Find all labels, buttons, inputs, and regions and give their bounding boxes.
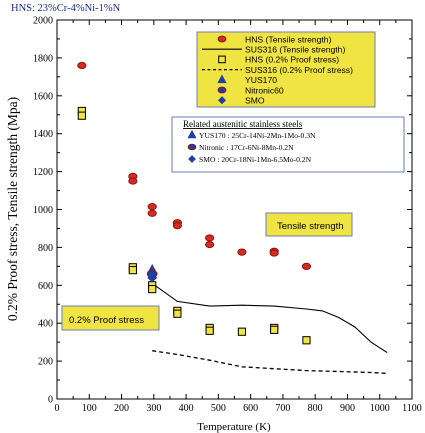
y-tick-label: 1200 (33, 167, 53, 178)
legend-swatch-triangle (217, 74, 227, 84)
data-point-square (270, 325, 279, 334)
legend-swatch-circle (217, 86, 227, 94)
y-tick-label: 1000 (33, 205, 53, 216)
data-point-circle (172, 222, 182, 230)
legend-swatch-circle (217, 35, 227, 43)
legend-label: YUS170 (245, 75, 277, 85)
data-point-circle (237, 248, 247, 256)
series-lines (151, 282, 388, 375)
data-point-circle (205, 234, 215, 242)
y-tick-label: 1400 (33, 129, 53, 140)
y-tick-label: 200 (38, 357, 53, 368)
related-swatch-circle (187, 143, 197, 151)
annotation-proof-label: 0.2% Proof stress (69, 315, 144, 326)
x-tick-label: 0 (55, 403, 60, 414)
data-point-diamond (147, 272, 158, 283)
related-swatch-triangle (187, 129, 197, 139)
legend-label: SUS316 (0.2% Proof stress) (245, 65, 353, 75)
data-point-square (302, 336, 311, 345)
series-markers (77, 61, 312, 345)
data-point-square (128, 266, 137, 275)
series-line-1 (151, 282, 388, 354)
related-item-label: YUS170 : 25Cr-14Ni-2Mn-1Mo-0.3N (199, 131, 316, 140)
data-point-circle (301, 262, 312, 270)
y-tick-label: 2000 (33, 16, 53, 27)
data-point-circle (147, 209, 157, 217)
legend-label: Nitronic60 (245, 85, 284, 95)
annotation-tensile: Tensile strength (265, 212, 353, 237)
legend-label: HNS (Tensile strength) (245, 34, 332, 44)
legend-swatch-square (218, 55, 226, 64)
x-tick-label: 100 (82, 403, 97, 414)
data-point-circle (128, 177, 138, 185)
data-point-square (148, 284, 157, 294)
data-point-circle (77, 61, 87, 70)
x-tick-label: 800 (308, 403, 323, 414)
x-tick-label: 300 (146, 403, 161, 414)
y-tick-label: 600 (38, 281, 53, 292)
x-tick-label: 200 (114, 403, 129, 414)
related-item-label: Nitronic : 17Cr-6Ni-8Mn-0.2N (199, 143, 294, 152)
x-tick-label: 1100 (402, 403, 422, 414)
axis-ticks: 0 100 200 300 400 500 600 700 800 900 1000 1100 0 200… (33, 16, 422, 415)
related-box-frame (171, 116, 405, 173)
y-tick-label: 1800 (33, 53, 53, 64)
data-point-square (173, 309, 182, 318)
x-tick-label: 500 (211, 403, 226, 414)
data-point-square (205, 326, 214, 335)
y-tick-label: 400 (38, 319, 53, 330)
related-box-title: Related austenitic stainless steels (183, 119, 303, 129)
annotation-tensile-box (265, 212, 353, 237)
series-line-3 (152, 350, 388, 375)
data-point-circle (205, 240, 215, 249)
legend-label: SUS316 (Tensile strength) (245, 45, 345, 55)
legend-box (196, 31, 376, 108)
related-item-label: SMO : 20Cr-18Ni-1Mn-6.5Mo-0.2N (199, 155, 312, 164)
y-tick-label: 0 (48, 395, 53, 406)
related-swatch-diamond (188, 155, 196, 163)
legend-label: HNS (0.2% Proof stress) (245, 55, 339, 65)
x-tick-label: 600 (243, 403, 258, 414)
x-tick-label: 900 (340, 403, 355, 414)
data-point-square (77, 111, 86, 120)
x-tick-label: 400 (179, 403, 194, 414)
y-tick-label: 800 (38, 243, 53, 254)
annotation-proof: 0.2% Proof stress (61, 305, 160, 331)
legend-label: SMO (245, 96, 265, 106)
data-point-square (237, 327, 247, 336)
x-axis-label: Temperature (K) (197, 421, 271, 433)
legend-swatch-diamond (217, 96, 227, 105)
annotation-proof-box (61, 305, 160, 331)
annotation-tensile-label: Tensile strength (277, 221, 344, 232)
legend: HNS (Tensile strength)SUS316 (Tensile st… (196, 31, 376, 108)
data-point-circle (269, 249, 279, 257)
related-steels-box: Related austenitic stainless steels YUS1… (171, 116, 405, 173)
x-tick-label: 700 (275, 403, 290, 414)
y-axis-label: 0.2% Proof stress, Tensile strength (Mpa… (5, 97, 20, 321)
chart-subtitle: HNS: 23%Cr-4%Ni-1%N (11, 3, 121, 14)
x-tick-label: 1000 (370, 403, 390, 414)
data-point-circle (147, 203, 157, 211)
y-tick-label: 1600 (33, 91, 53, 102)
